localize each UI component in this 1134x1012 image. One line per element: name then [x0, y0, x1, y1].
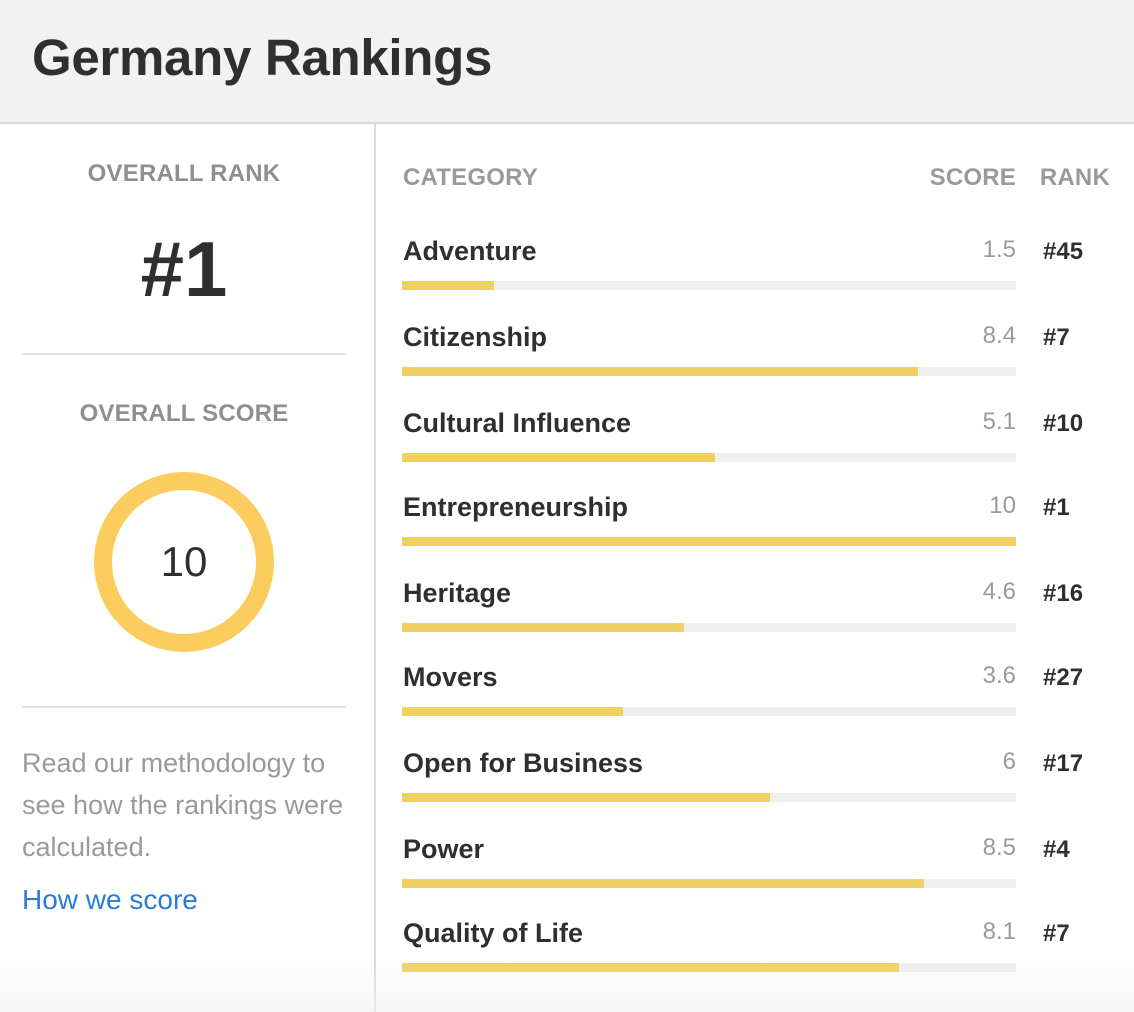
category-name: Cultural Influence	[403, 408, 632, 438]
page-title: Germany Rankings	[32, 29, 493, 86]
category-score: 4.6	[982, 578, 1016, 605]
methodology-text: Read our methodology to see how the rank…	[22, 748, 344, 862]
score-bar-fill	[402, 623, 685, 632]
category-row[interactable]: Citizenship 8.4 #7	[376, 322, 1134, 408]
category-column-header: CATEGORY	[403, 164, 538, 191]
score-ring	[94, 472, 274, 652]
category-row[interactable]: Open for Business 6 #17	[376, 748, 1134, 834]
category-score: 3.6	[982, 662, 1016, 689]
score-bar-track	[402, 537, 1016, 546]
category-score: 8.4	[982, 322, 1016, 349]
page-header: Germany Rankings	[0, 0, 1134, 124]
score-bar-track	[402, 623, 1016, 632]
overall-score-value: 10	[160, 538, 208, 585]
category-row[interactable]: Quality of Life 8.1 #7	[376, 918, 1134, 1004]
score-bar-fill	[402, 793, 771, 802]
score-column-header: SCORE	[929, 164, 1016, 191]
score-ring-arc	[94, 472, 274, 652]
score-bar-fill	[402, 281, 495, 290]
divider	[22, 353, 346, 355]
category-name: Quality of Life	[403, 918, 584, 948]
category-rank: #17	[1043, 750, 1084, 777]
score-bar-fill	[402, 367, 918, 376]
category-score: 1.5	[982, 236, 1016, 263]
category-score: 8.5	[982, 834, 1016, 861]
category-rank: #4	[1043, 836, 1070, 863]
category-row[interactable]: Cultural Influence 5.1 #10	[376, 408, 1134, 494]
overall-rank-label: OVERALL RANK	[87, 160, 281, 187]
category-row[interactable]: Adventure 1.5 #45	[376, 236, 1134, 322]
category-score: 6	[1002, 748, 1016, 775]
category-rank: #16	[1043, 580, 1084, 607]
score-bar-track	[402, 367, 1016, 376]
divider	[22, 706, 346, 708]
score-bar-track	[402, 281, 1016, 290]
overall-score-label: OVERALL SCORE	[79, 400, 289, 427]
category-row[interactable]: Movers 3.6 #27	[376, 662, 1134, 748]
overall-sidebar: OVERALL RANK #1 OVERALL SCORE 10 Read ou…	[0, 124, 374, 1012]
category-name: Entrepreneurship	[403, 492, 629, 522]
category-score: 8.1	[982, 918, 1016, 945]
category-rank: #7	[1043, 920, 1070, 947]
category-rank: #7	[1043, 324, 1070, 351]
category-name: Adventure	[403, 236, 537, 266]
score-bar-fill	[402, 963, 900, 972]
score-bar-track	[402, 453, 1016, 462]
category-table: CATEGORY SCORE RANK Adventure 1.5 #45 Ci…	[376, 124, 1134, 1012]
score-bar-fill	[402, 879, 924, 888]
category-row[interactable]: Power 8.5 #4	[376, 834, 1134, 920]
category-rank: #10	[1043, 410, 1084, 437]
score-bar-fill	[402, 707, 624, 716]
category-name: Open for Business	[403, 748, 644, 778]
category-row[interactable]: Heritage 4.6 #16	[376, 578, 1134, 664]
score-bar-track	[402, 707, 1016, 716]
category-name: Heritage	[403, 578, 512, 608]
category-score: 10	[989, 492, 1016, 519]
category-rank: #45	[1043, 238, 1084, 265]
category-name: Movers	[403, 662, 498, 692]
score-bar-track	[402, 793, 1016, 802]
category-row[interactable]: Entrepreneurship 10 #1	[376, 492, 1134, 578]
category-name: Power	[403, 834, 485, 864]
rank-column-header: RANK	[1039, 164, 1110, 191]
score-bar-track	[402, 963, 1016, 972]
score-bar-fill	[402, 453, 716, 462]
score-bar-track	[402, 879, 1016, 888]
how-we-score-link[interactable]: How we score	[22, 884, 198, 915]
category-rank: #1	[1043, 494, 1070, 521]
category-score: 5.1	[982, 408, 1016, 435]
category-rank: #27	[1043, 664, 1084, 691]
score-bar-fill	[402, 537, 1016, 546]
column-divider	[374, 124, 376, 1012]
category-name: Citizenship	[403, 322, 548, 352]
overall-rank-value: #1	[140, 225, 228, 313]
